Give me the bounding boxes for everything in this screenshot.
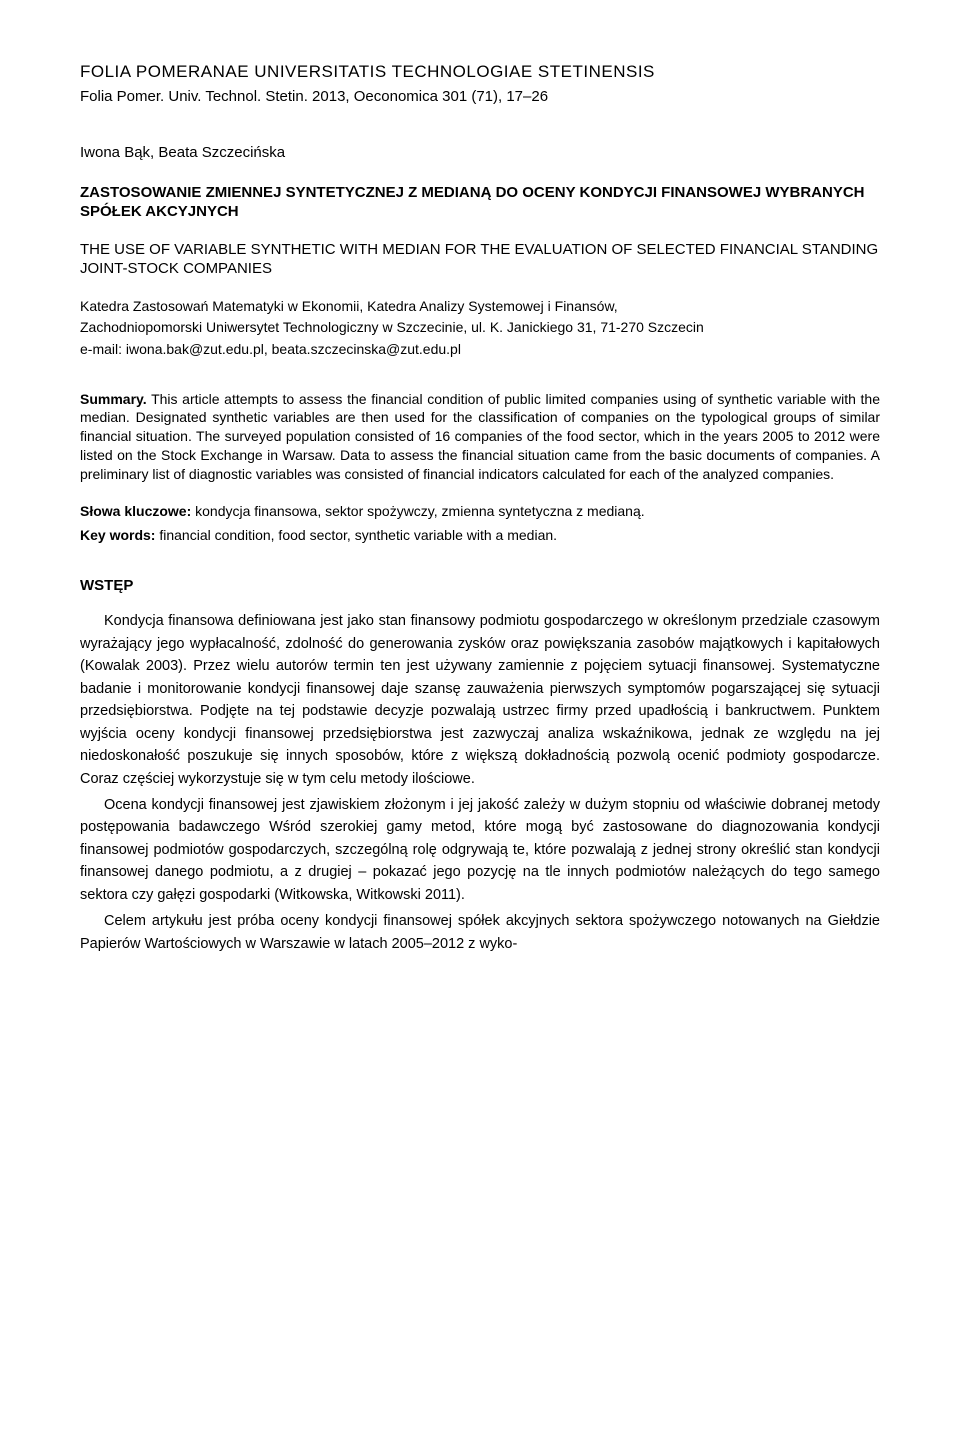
- summary-label: Summary.: [80, 391, 147, 407]
- body-paragraph-3: Celem artykułu jest próba oceny kondycji…: [80, 910, 880, 955]
- keywords-pl-text: kondycja finansowa, sektor spożywczy, zm…: [191, 503, 644, 519]
- affiliation: Katedra Zastosowań Matematyki w Ekonomii…: [80, 297, 880, 317]
- keywords-en-text: financial condition, food sector, synthe…: [155, 527, 557, 543]
- summary-block: Summary. This article attempts to assess…: [80, 390, 880, 484]
- title-polish: ZASTOSOWANIE ZMIENNEJ SYNTETYCZNEJ Z MED…: [80, 183, 880, 222]
- journal-header-line1: FOLIA POMERANAE UNIVERSITATIS TECHNOLOGI…: [80, 60, 880, 84]
- email-line: e-mail: iwona.bak@zut.edu.pl, beata.szcz…: [80, 340, 880, 360]
- summary-text: This article attempts to assess the fina…: [80, 391, 880, 483]
- keywords-en-label: Key words:: [80, 527, 155, 543]
- body-paragraph-2: Ocena kondycji finansowej jest zjawiskie…: [80, 794, 880, 906]
- authors: Iwona Bąk, Beata Szczecińska: [80, 142, 880, 163]
- section-heading-intro: WSTĘP: [80, 575, 880, 596]
- keywords-wrapper: Słowa kluczowe: kondycja finansowa, sekt…: [80, 502, 880, 545]
- keywords-english: Key words: financial condition, food sec…: [80, 526, 880, 546]
- keywords-polish: Słowa kluczowe: kondycja finansowa, sekt…: [80, 502, 880, 522]
- title-english: THE USE OF VARIABLE SYNTHETIC WITH MEDIA…: [80, 240, 880, 279]
- keywords-pl-label: Słowa kluczowe:: [80, 503, 191, 519]
- address: Zachodniopomorski Uniwersytet Technologi…: [80, 318, 880, 338]
- journal-header-line2: Folia Pomer. Univ. Technol. Stetin. 2013…: [80, 86, 880, 107]
- body-paragraph-1: Kondycja finansowa definiowana jest jako…: [80, 610, 880, 790]
